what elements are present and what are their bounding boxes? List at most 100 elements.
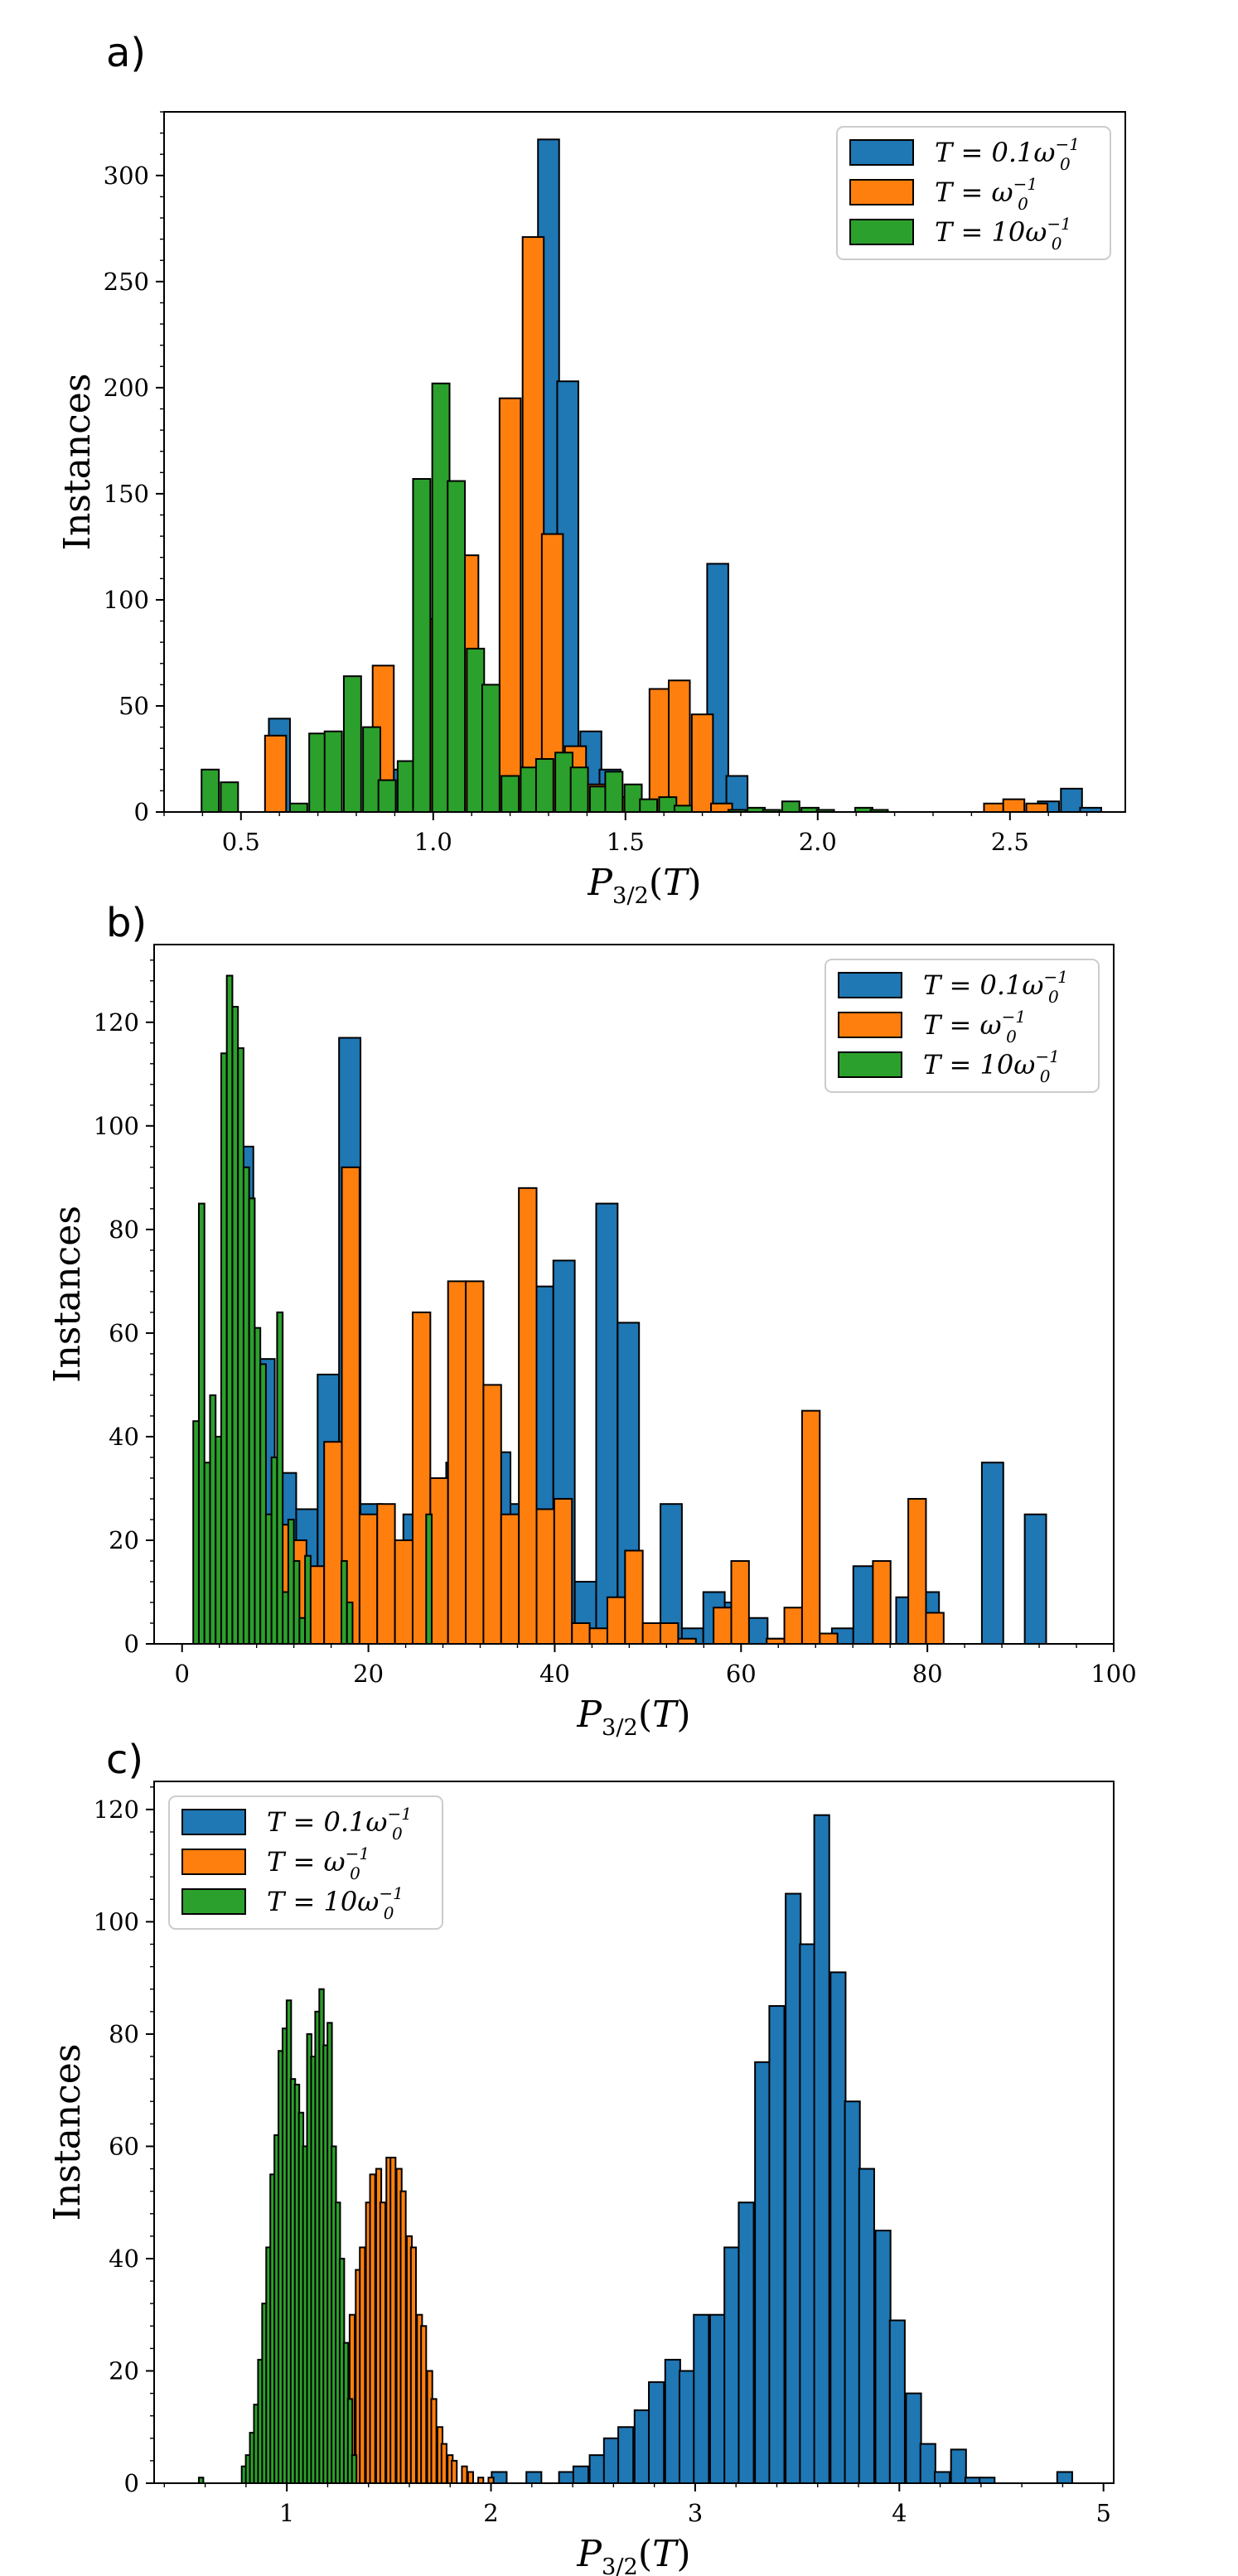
bar	[730, 1559, 750, 1646]
y-tick-label: 120	[94, 1795, 139, 1824]
bar	[572, 2465, 590, 2484]
bar	[933, 2471, 951, 2484]
y-tick-label: 0	[124, 2469, 139, 2497]
bar	[768, 2005, 786, 2485]
legend-label: T = ω−1 0	[935, 174, 1037, 214]
bar	[192, 1420, 200, 1645]
y-axis-title: Instances	[56, 374, 99, 551]
x-tick-label: 60	[726, 1660, 757, 1688]
bar	[783, 1607, 803, 1646]
bar	[298, 1617, 307, 1645]
bars	[201, 138, 1102, 814]
y-tick-label: 100	[104, 586, 149, 614]
bar	[534, 757, 554, 814]
bar	[800, 1409, 821, 1646]
bar	[852, 1565, 876, 1646]
y-tick-label: 250	[104, 268, 149, 296]
bar	[1023, 1513, 1047, 1645]
bar	[203, 1462, 211, 1645]
y-tick-label: 120	[94, 1008, 139, 1037]
bar	[1060, 787, 1083, 813]
y-tick-label: 40	[109, 2245, 139, 2273]
bar	[225, 974, 234, 1645]
plot-frame	[153, 944, 1115, 1645]
bars	[197, 1814, 1073, 2485]
bar	[351, 2454, 358, 2484]
y-tick-label: 60	[109, 2132, 139, 2160]
bar	[518, 1187, 538, 1645]
bar	[624, 1549, 644, 1646]
bar	[465, 1280, 485, 1645]
x-tick-label: 20	[353, 1660, 384, 1688]
bar	[521, 236, 545, 813]
bar	[980, 1462, 1004, 1645]
bar	[571, 1621, 591, 1646]
bar	[323, 730, 343, 813]
y-tick-label: 80	[109, 2020, 139, 2048]
bar	[359, 2246, 366, 2485]
bar	[409, 2246, 417, 2485]
bar	[197, 1202, 206, 1645]
bar	[288, 802, 308, 813]
plot-frame	[153, 1781, 1115, 2484]
x-axis: 1 2 3 4 5	[163, 2483, 1111, 2527]
bar	[231, 1006, 239, 1645]
y-tick-label: 40	[109, 1423, 139, 1451]
bar	[905, 2392, 922, 2484]
legend-swatch	[849, 179, 914, 205]
y-tick-label: 50	[118, 692, 149, 720]
series-1	[270, 1166, 945, 1646]
bar	[451, 2459, 458, 2484]
bar	[639, 798, 659, 813]
bar	[220, 1052, 228, 1646]
bar	[358, 1513, 379, 1645]
bar	[754, 2061, 771, 2484]
bar	[447, 1280, 467, 1645]
y-axis: 0 50 100 150 200 250 300	[104, 111, 164, 826]
bar	[498, 397, 522, 813]
x-tick-label: 100	[1091, 1660, 1136, 1688]
x-tick-label: 5	[1095, 2499, 1110, 2527]
bar	[950, 2448, 967, 2484]
bar	[664, 2358, 681, 2484]
bar	[487, 2477, 495, 2484]
legend-swatch	[181, 1849, 246, 1875]
bar	[340, 1559, 348, 1646]
bar	[270, 1456, 278, 1646]
bar	[440, 2443, 447, 2484]
legend: T = 0.1ω−1 0T = ω−1 0T = 10ω−1 0	[836, 126, 1111, 260]
bar	[399, 2190, 407, 2484]
bar	[481, 684, 501, 814]
bar	[461, 2465, 468, 2484]
series-1	[334, 2156, 495, 2485]
bar	[429, 1476, 449, 1645]
x-tick-label: 80	[912, 1660, 943, 1688]
bar	[872, 1559, 892, 1646]
histogram-c: 1 2 3 4 5 0 20 40 60 80 100 120 P3/2(T) Instances T = …	[46, 1781, 1115, 2576]
bar	[477, 2477, 485, 2484]
x-tick-label: 1.0	[414, 828, 452, 856]
y-tick-label: 60	[109, 1319, 139, 1347]
bar	[377, 779, 397, 813]
bar	[781, 800, 800, 813]
bar	[467, 2471, 474, 2484]
legend-swatch	[838, 972, 902, 998]
legend-label: T = 0.1ω−1 0	[923, 967, 1068, 1007]
legend-swatch	[838, 1012, 902, 1038]
bar	[595, 1202, 619, 1645]
y-tick-label: 80	[109, 1216, 139, 1244]
bar	[254, 1327, 262, 1645]
bar	[617, 2426, 635, 2484]
panel-c: c) 1 2 3 4 5 0 20 40 60 80 100 120 P3/2(T) Instances T…	[0, 1707, 1238, 2576]
x-tick-label: 0	[175, 1660, 190, 1688]
bar	[242, 1166, 250, 1645]
x-axis: 0.5 1.0 1.5 2.0 2.5	[163, 812, 1088, 856]
bar	[874, 2230, 892, 2485]
bar	[525, 2471, 543, 2484]
series-2	[197, 1988, 358, 2485]
legend-label: T = ω−1 0	[923, 1007, 1026, 1046]
bar	[535, 1508, 555, 1645]
bar	[501, 775, 520, 814]
bar	[919, 2443, 936, 2484]
series-2	[192, 974, 433, 1646]
